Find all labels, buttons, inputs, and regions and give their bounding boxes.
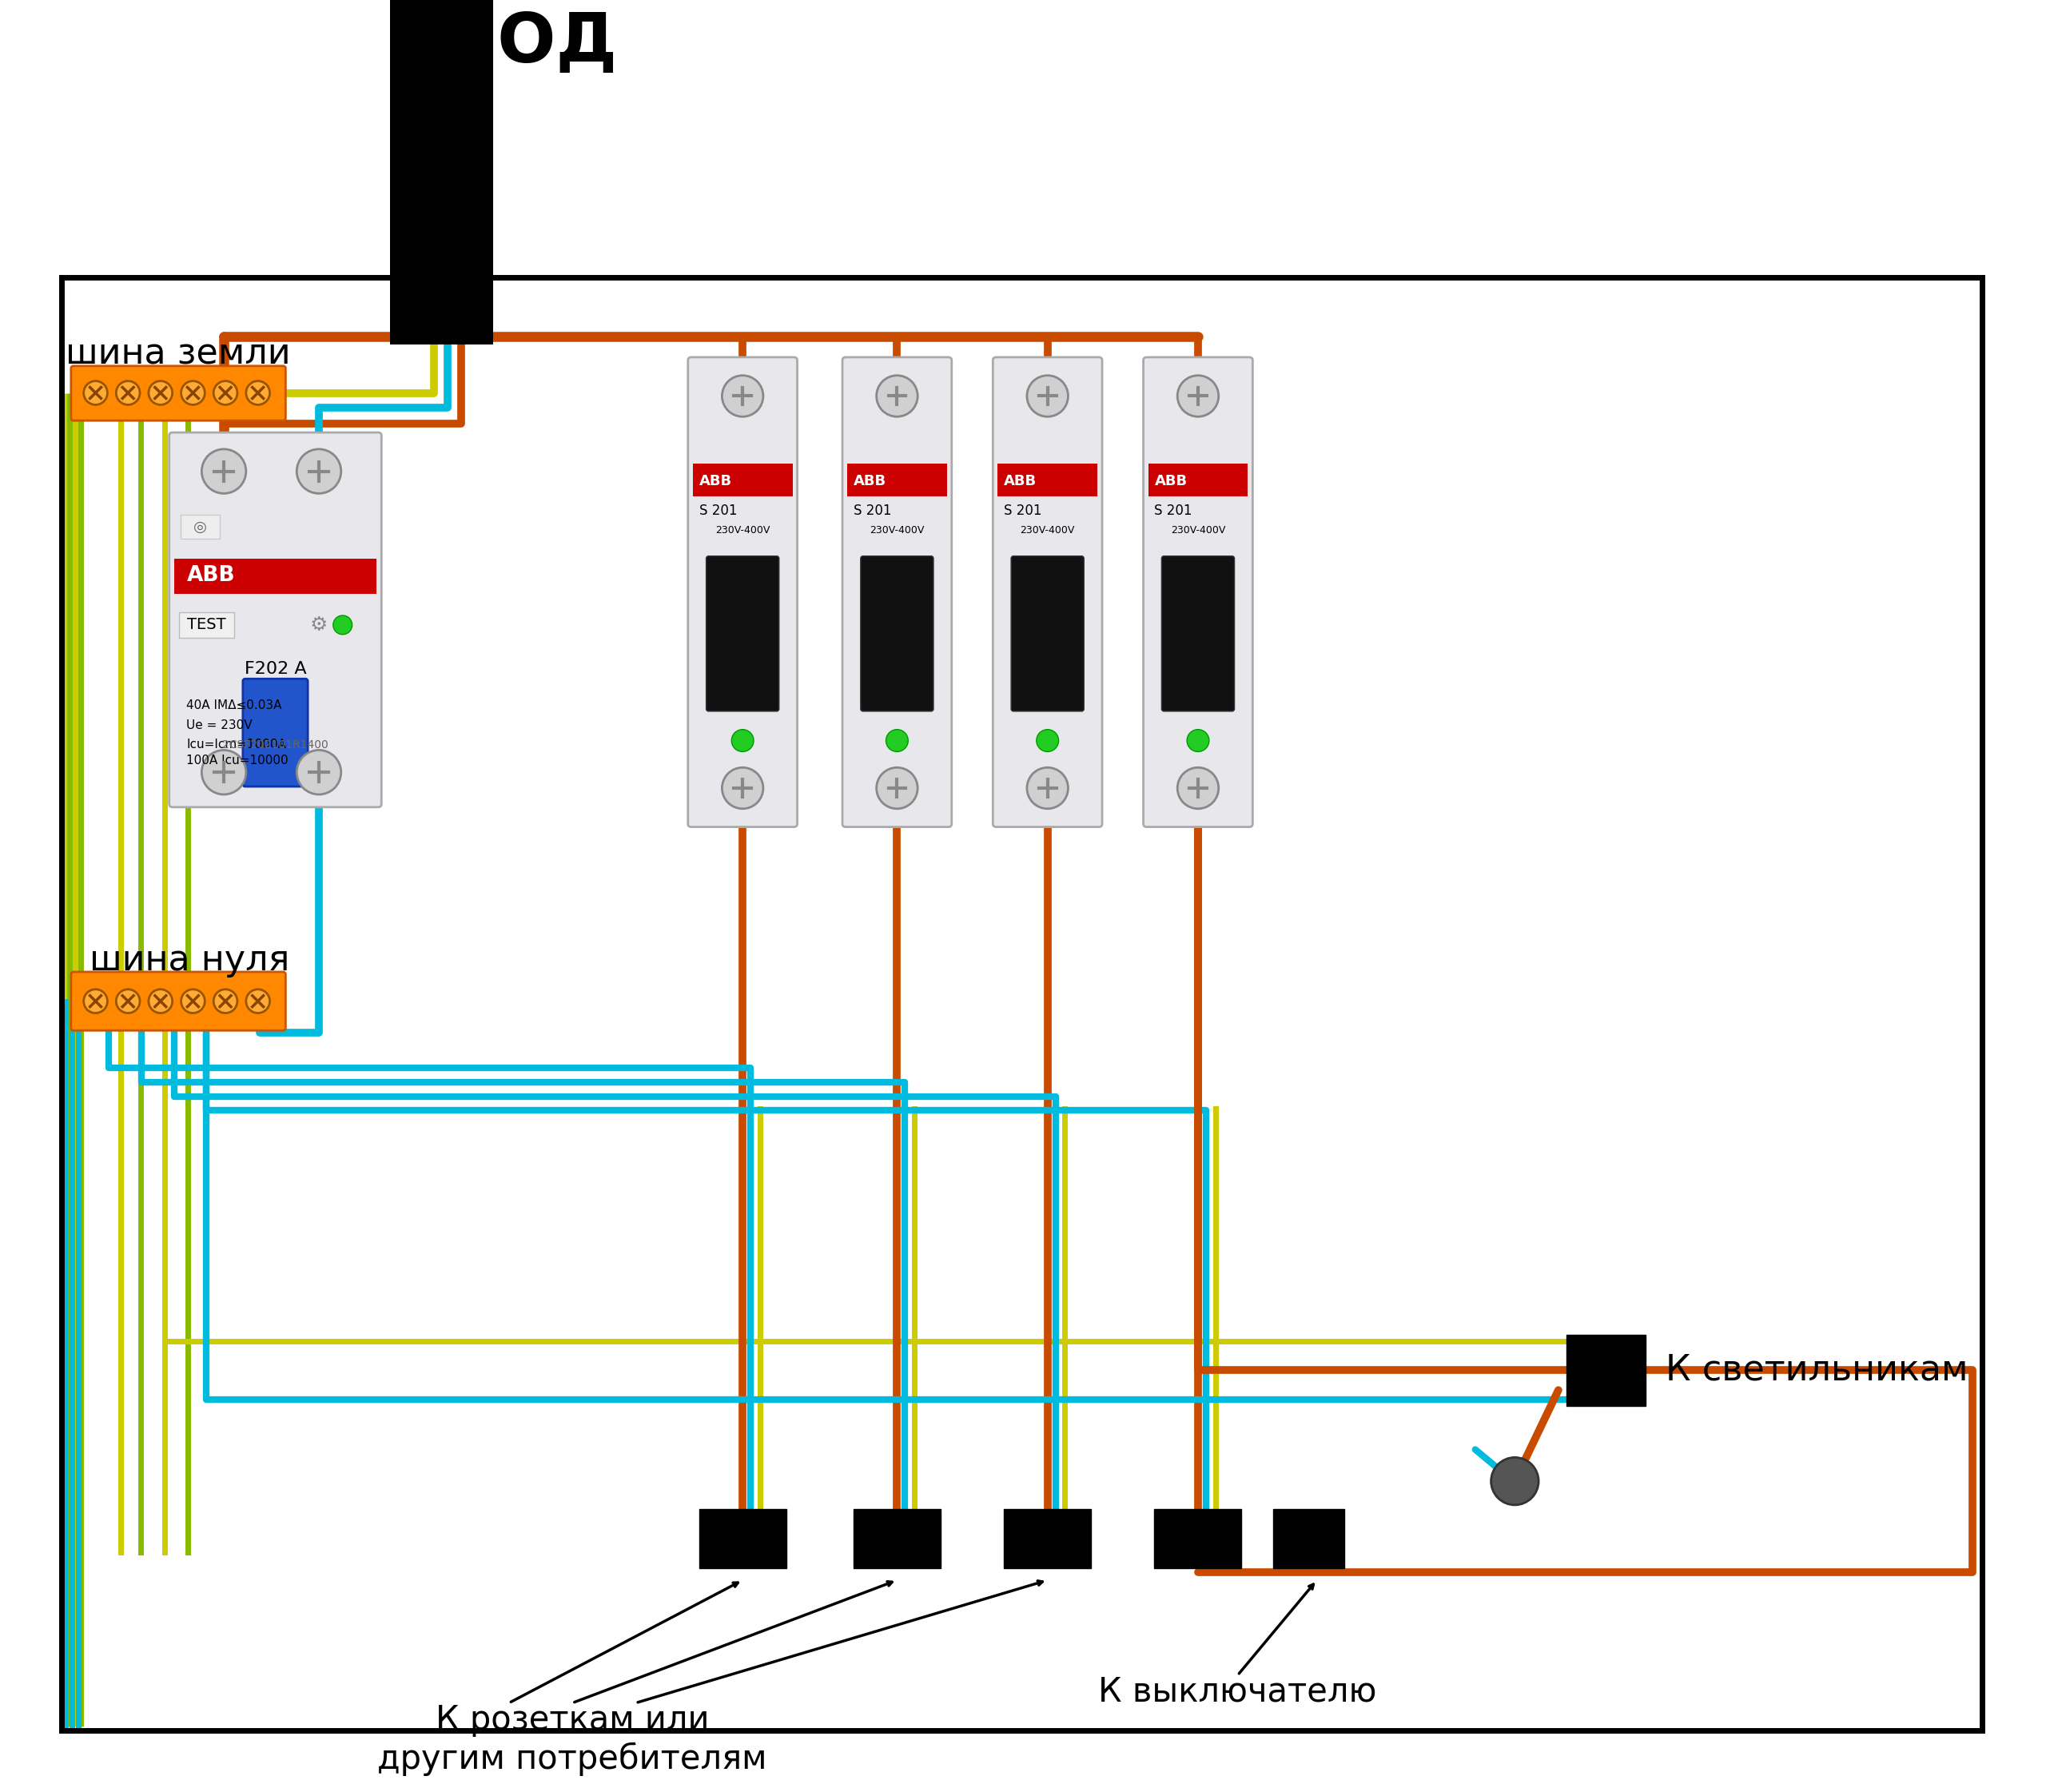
Text: S 201: S 201 — [853, 504, 892, 518]
Bar — [174, 559, 376, 595]
Text: 100A Icu=10000: 100A Icu=10000 — [186, 754, 288, 767]
Text: F202 A: F202 A — [243, 661, 307, 677]
Circle shape — [297, 751, 342, 794]
Circle shape — [1027, 767, 1068, 808]
Text: ВВОД: ВВОД — [393, 11, 618, 77]
Circle shape — [876, 376, 919, 416]
Circle shape — [732, 729, 753, 751]
FancyBboxPatch shape — [1011, 556, 1084, 711]
Circle shape — [1037, 729, 1058, 751]
Bar — [847, 464, 947, 496]
Text: S 201: S 201 — [700, 504, 737, 518]
Text: 40A IMΔ≤0.03A: 40A IMΔ≤0.03A — [186, 699, 282, 711]
Bar — [61, 278, 1983, 1731]
Bar — [1273, 1509, 1344, 1568]
Circle shape — [203, 450, 246, 493]
Text: ABB: ABB — [186, 566, 235, 586]
Circle shape — [149, 382, 172, 405]
Circle shape — [1176, 376, 1219, 416]
Text: ABB: ABB — [853, 473, 886, 487]
Bar — [391, 0, 493, 344]
FancyBboxPatch shape — [706, 556, 780, 711]
Bar — [1154, 1509, 1242, 1568]
Bar — [178, 613, 233, 638]
Text: ⚙: ⚙ — [309, 615, 327, 634]
Bar — [180, 514, 219, 539]
Circle shape — [1492, 1457, 1539, 1505]
Text: шина земли: шина земли — [65, 337, 291, 371]
Text: шина нуля: шина нуля — [90, 943, 288, 977]
Circle shape — [84, 989, 106, 1012]
FancyBboxPatch shape — [843, 357, 951, 826]
Circle shape — [180, 989, 205, 1012]
FancyBboxPatch shape — [72, 366, 286, 421]
Circle shape — [722, 376, 763, 416]
Circle shape — [149, 989, 172, 1012]
Text: 230V-400V: 230V-400V — [1021, 525, 1074, 536]
FancyBboxPatch shape — [861, 556, 933, 711]
Circle shape — [117, 382, 139, 405]
Circle shape — [1027, 376, 1068, 416]
Circle shape — [297, 450, 342, 493]
Text: 230V-400V: 230V-400V — [716, 525, 769, 536]
FancyBboxPatch shape — [1144, 357, 1252, 826]
Text: Ue = 230V: Ue = 230V — [186, 719, 252, 731]
Text: ABB: ABB — [700, 473, 732, 487]
Circle shape — [84, 382, 106, 405]
Circle shape — [333, 615, 352, 634]
Circle shape — [722, 767, 763, 808]
Text: 2CSF202101R1400: 2CSF202101R1400 — [223, 740, 327, 751]
Circle shape — [117, 989, 139, 1012]
Circle shape — [876, 767, 919, 808]
Bar — [1005, 1509, 1091, 1568]
FancyBboxPatch shape — [687, 357, 798, 826]
Text: 230V-400V: 230V-400V — [870, 525, 925, 536]
Text: S 201: S 201 — [1005, 504, 1041, 518]
Circle shape — [180, 382, 205, 405]
Text: ◎: ◎ — [192, 520, 207, 534]
Bar — [700, 1509, 786, 1568]
Circle shape — [1187, 729, 1209, 751]
Circle shape — [886, 729, 908, 751]
Circle shape — [203, 751, 246, 794]
Text: S 201: S 201 — [1154, 504, 1193, 518]
FancyBboxPatch shape — [992, 357, 1103, 826]
Text: ABB: ABB — [1154, 473, 1187, 487]
Bar — [853, 1509, 941, 1568]
Text: Icu=Icm=1000A: Icu=Icm=1000A — [186, 738, 286, 751]
Bar — [694, 464, 792, 496]
Circle shape — [246, 989, 270, 1012]
Text: ABB: ABB — [1005, 473, 1037, 487]
FancyBboxPatch shape — [170, 432, 381, 806]
FancyBboxPatch shape — [1162, 556, 1234, 711]
Text: TEST: TEST — [186, 618, 225, 633]
Bar — [1148, 464, 1248, 496]
Circle shape — [246, 382, 270, 405]
Text: К розеткам или
другим потребителям: К розеткам или другим потребителям — [379, 1702, 767, 1776]
Circle shape — [213, 989, 237, 1012]
Text: 230V-400V: 230V-400V — [1170, 525, 1226, 536]
Circle shape — [213, 382, 237, 405]
FancyBboxPatch shape — [72, 971, 286, 1030]
FancyBboxPatch shape — [243, 679, 307, 787]
Circle shape — [1176, 767, 1219, 808]
Text: К светильникам: К светильникам — [1665, 1353, 1968, 1387]
Bar — [1567, 1335, 1645, 1407]
Text: К выключателю: К выключателю — [1099, 1676, 1377, 1710]
Bar — [998, 464, 1097, 496]
